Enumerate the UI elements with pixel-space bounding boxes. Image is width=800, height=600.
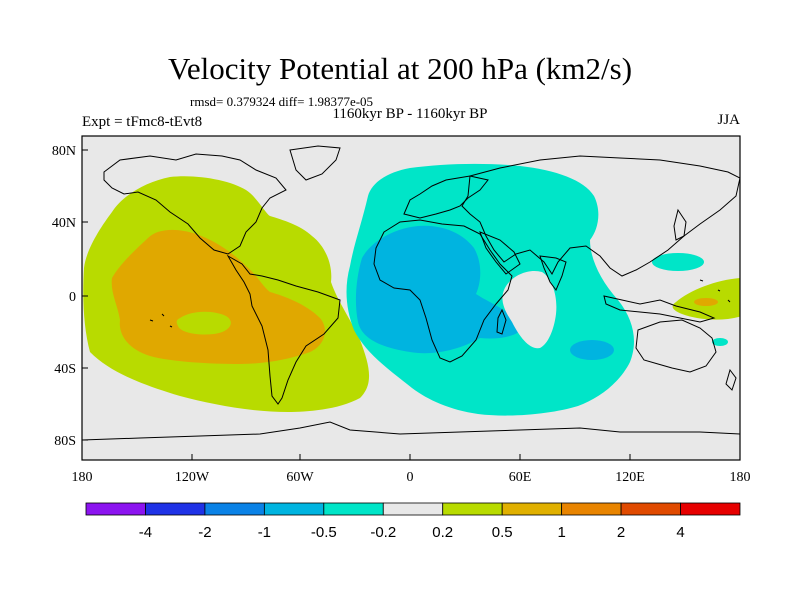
lon-label-60W: 60W <box>286 470 314 485</box>
coast-new-zealand <box>725 368 737 391</box>
coastlines <box>82 145 740 441</box>
coast-antarctica <box>82 421 740 441</box>
coast-arabia <box>479 231 521 275</box>
contour-fill-layer <box>83 163 740 416</box>
colorbar-swatch-7 <box>501 502 563 516</box>
map-frame <box>81 135 741 461</box>
lat-label-80S: 80S <box>54 434 76 449</box>
lat-label-80N: 80N <box>52 144 76 159</box>
lon-label-120W: 120W <box>175 470 210 485</box>
coast-india <box>539 255 567 291</box>
colorbar-label-2: -1 <box>258 524 271 541</box>
coast-africa <box>373 219 513 363</box>
rmsd-stats: rmsd= 0.379324 diff= 1.98377e-05 <box>190 94 374 109</box>
colorbar-label-7: 1 <box>557 524 565 541</box>
coast-indonesia <box>603 295 716 323</box>
colorbar-label-4: -0.2 <box>370 524 396 541</box>
coast-greenland <box>289 145 341 181</box>
coast-pacific-islands <box>149 279 731 328</box>
colorbar-label-8: 2 <box>617 524 625 541</box>
lon-label-60E: 60E <box>509 470 532 485</box>
colorbar-label-3: -0.5 <box>311 524 337 541</box>
region-south-indian-core <box>570 340 614 360</box>
lon-label-180e: 180 <box>730 470 751 485</box>
lon-label-180w: 180 <box>72 470 93 485</box>
lat-label-0: 0 <box>69 290 76 305</box>
colorbar-label-5: 0.2 <box>432 524 453 541</box>
colorbar-label-6: 0.5 <box>492 524 513 541</box>
coast-asia <box>461 155 740 277</box>
colorbar-swatch-1 <box>145 502 206 516</box>
colorbar-swatch-9 <box>620 502 681 516</box>
lon-label-120E: 120E <box>615 470 645 485</box>
region-madagascar-neutral <box>502 270 557 349</box>
coast-north-america <box>103 153 287 255</box>
colorbar-swatch-4 <box>323 502 384 516</box>
region-east-pacific-inner <box>176 311 231 335</box>
coast-europe <box>403 175 489 219</box>
colorbar-swatch-0 <box>85 502 146 516</box>
lat-label-40S: 40S <box>54 362 76 377</box>
colorbar: -4 -2 -1 -0.5 -0.2 0.2 0.5 1 2 4 <box>85 502 741 541</box>
coast-australia <box>635 319 717 373</box>
colorbar-swatch-10 <box>680 502 741 516</box>
region-west-pacific-negative <box>652 253 704 271</box>
colorbar-label-9: 4 <box>676 524 684 541</box>
lat-label-40N: 40N <box>52 216 76 231</box>
colorbar-swatch-8 <box>561 502 622 516</box>
experiment-label: Expt = tFmc8-tEvt8 <box>82 114 203 130</box>
season-label: JJA <box>717 112 740 128</box>
colorbar-swatch-2 <box>204 502 265 516</box>
coast-south-america <box>226 254 341 405</box>
plot-title: Velocity Potential at 200 hPa (km2/s) <box>167 51 633 86</box>
colorbar-swatch-5 <box>382 502 444 516</box>
colorbar-swatch-3 <box>263 502 325 516</box>
colorbar-swatch-6 <box>442 502 503 516</box>
period-subtitle: 1160kyr BP - 1160kyr BP <box>332 106 488 122</box>
axis-ticks <box>81 149 741 460</box>
coast-madagascar <box>496 308 507 335</box>
region-east-pacific-core <box>111 229 325 364</box>
lon-label-0: 0 <box>407 470 414 485</box>
region-west-pacific-negative-small <box>712 338 728 346</box>
colorbar-label-0: -4 <box>139 524 152 541</box>
coast-japan <box>673 208 687 241</box>
region-africa-core <box>355 225 524 354</box>
colorbar-label-1: -2 <box>198 524 211 541</box>
region-west-pacific-core <box>694 298 718 306</box>
